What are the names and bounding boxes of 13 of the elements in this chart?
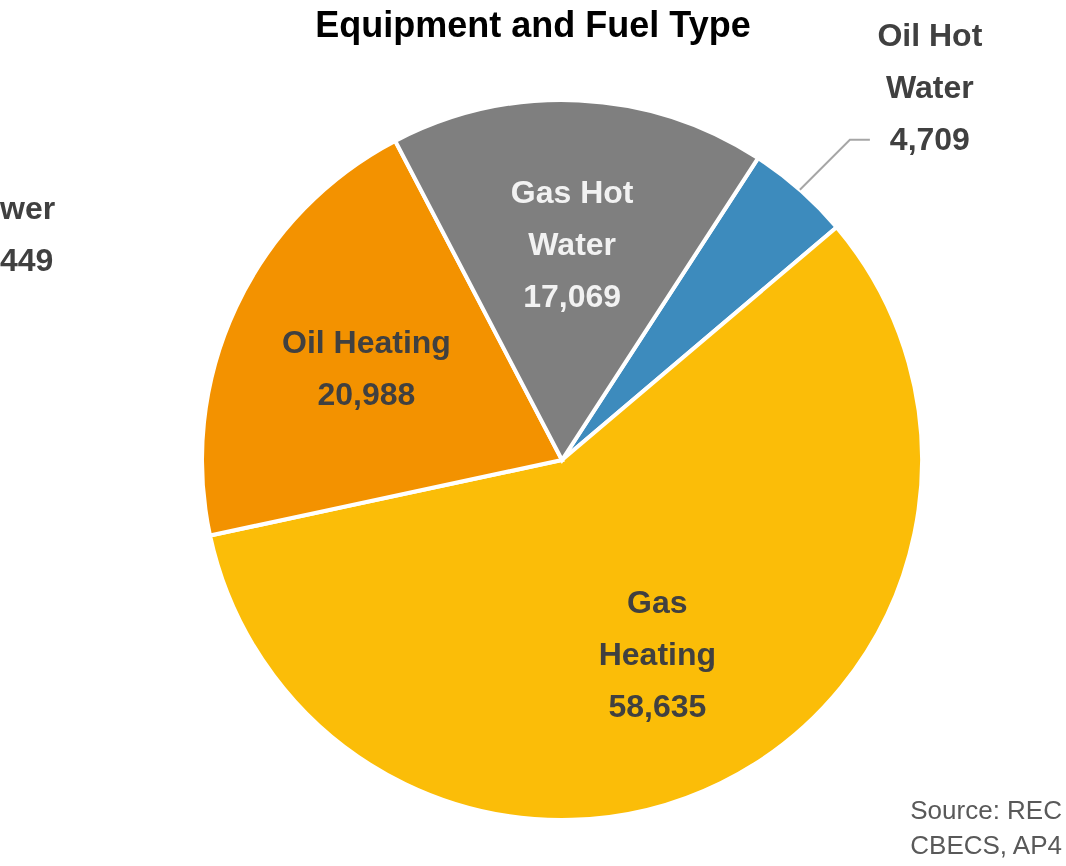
data-label: 4,709 bbox=[889, 120, 970, 157]
data-label: 20,988 bbox=[317, 376, 416, 413]
data-label: 17,069 bbox=[523, 278, 622, 315]
source-note: Source: REC bbox=[910, 795, 1062, 826]
text: 449 bbox=[0, 242, 54, 279]
slice-label: Gas Heating bbox=[598, 583, 717, 672]
data-label: 58,635 bbox=[608, 687, 707, 724]
slice-label: Gas Hot Water bbox=[510, 174, 634, 263]
chart-title: Equipment and Fuel Type bbox=[315, 4, 751, 45]
text: CBECS, AP4 bbox=[910, 830, 1062, 861]
slice-label: Oil Hot Water bbox=[877, 16, 983, 105]
text: wer bbox=[0, 190, 56, 227]
slice-label: Oil Heating bbox=[282, 324, 451, 361]
